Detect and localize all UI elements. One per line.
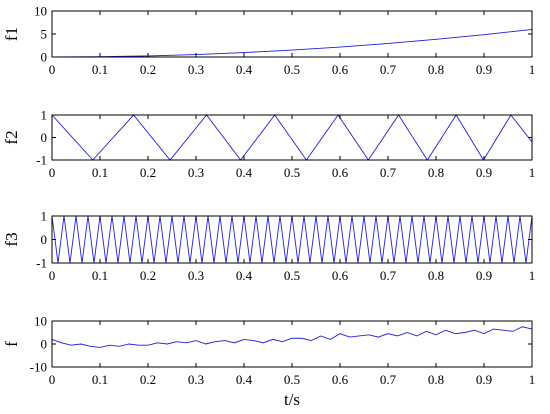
x-tick-label: 0.2 [140, 372, 156, 387]
x-tick-label: 0.4 [236, 165, 253, 180]
y-tick-label: 0 [41, 337, 48, 352]
x-tick-label: 0.1 [92, 372, 108, 387]
x-tick-label: 0.5 [284, 372, 300, 387]
y-axis-label: f2 [2, 130, 21, 144]
x-tick-label: 0.7 [380, 165, 397, 180]
x-tick-label: 0.1 [92, 268, 108, 283]
x-tick-label: 1 [529, 165, 536, 180]
x-tick-label: 0.5 [284, 268, 300, 283]
x-tick-label: 0.2 [140, 268, 156, 283]
x-tick-label: 0.7 [380, 62, 397, 77]
x-tick-label: 0.9 [476, 372, 492, 387]
y-tick-label: 0 [41, 50, 48, 65]
axes-frame [51, 320, 533, 368]
x-tick-label: 0.7 [380, 268, 397, 283]
x-tick-label: 0 [49, 62, 56, 77]
x-tick-label: 0 [49, 165, 56, 180]
x-tick-label: 0.8 [428, 372, 444, 387]
x-tick-label: 0.4 [236, 62, 253, 77]
x-tick-label: 0.9 [476, 268, 492, 283]
x-tick-label: 0.9 [476, 165, 492, 180]
y-tick-label: 5 [41, 27, 48, 42]
x-tick-label: 0.3 [188, 62, 204, 77]
y-tick-label: 0 [41, 130, 48, 145]
y-tick-label: 1 [41, 209, 48, 224]
x-tick-label: 0.1 [92, 165, 108, 180]
x-tick-label: 0.9 [476, 62, 492, 77]
x-tick-label: 0.3 [188, 165, 204, 180]
x-axis-label: t/s [284, 390, 300, 409]
x-tick-label: 0.5 [284, 165, 300, 180]
y-tick-label: -10 [30, 360, 47, 375]
x-tick-label: 0.7 [380, 372, 397, 387]
x-tick-label: 0.3 [188, 268, 204, 283]
x-tick-label: 0 [49, 268, 56, 283]
x-tick-label: 1 [529, 372, 536, 387]
series-line-4-1 [51, 326, 533, 348]
x-tick-label: 0.6 [332, 268, 349, 283]
y-tick-label: 0 [41, 232, 48, 247]
x-tick-label: 0.5 [284, 62, 300, 77]
y-axis-label: f [2, 341, 21, 347]
x-tick-label: 0.8 [428, 165, 444, 180]
x-tick-label: 0.6 [332, 62, 349, 77]
y-axis-label: f3 [2, 232, 21, 246]
y-tick-label: -1 [36, 153, 47, 168]
x-tick-label: 1 [529, 268, 536, 283]
y-tick-label: 10 [34, 4, 47, 19]
y-tick-label: -1 [36, 256, 47, 271]
x-tick-label: 0 [49, 372, 56, 387]
x-tick-label: 0.3 [188, 372, 204, 387]
x-tick-label: 0.6 [332, 372, 349, 387]
x-tick-label: 0.1 [92, 62, 108, 77]
series-line-2-1 [51, 114, 533, 161]
y-tick-label: 10 [34, 314, 47, 329]
series-line-3-1 [51, 215, 533, 264]
x-tick-label: 0.2 [140, 165, 156, 180]
y-tick-label: 1 [41, 108, 48, 123]
x-tick-label: 0.6 [332, 165, 349, 180]
x-tick-label: 0.4 [236, 268, 253, 283]
x-tick-label: 0.4 [236, 372, 253, 387]
y-axis-label: f1 [2, 27, 21, 41]
x-tick-label: 0.2 [140, 62, 156, 77]
x-tick-label: 0.8 [428, 268, 444, 283]
x-tick-label: 1 [529, 62, 536, 77]
series-line-1-1 [51, 28, 533, 58]
x-tick-label: 0.8 [428, 62, 444, 77]
axes-frame [51, 215, 533, 264]
